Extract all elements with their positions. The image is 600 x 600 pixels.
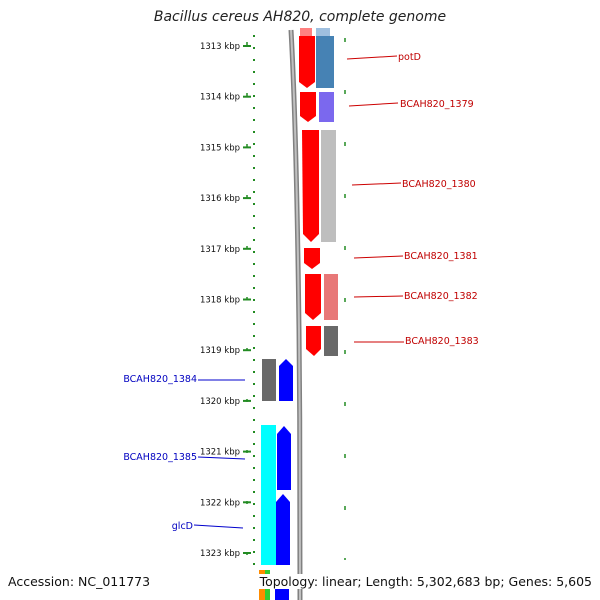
kbp-ruler: 1313 kbp 1314 kbp 1315 kbp 1316 kbp 1317 kbp…: [200, 42, 251, 559]
ruler-tick-label: 1321 kbp: [200, 448, 240, 458]
gene-BCAH820_1384[interactable]: [262, 359, 293, 401]
gene-BCAH820_1383[interactable]: [306, 326, 338, 356]
label-BCAH820_1379[interactable]: BCAH820_1379: [400, 99, 474, 110]
label-BCAH820_1384[interactable]: BCAH820_1384: [123, 374, 197, 385]
gene-potD[interactable]: [299, 28, 334, 88]
gene-BCAH820_1385[interactable]: [261, 425, 291, 565]
accession-text: Accession: NC_011773: [8, 574, 151, 589]
ruler-tick-label: 1318 kbp: [200, 296, 240, 306]
ruler-tick-label: 1320 kbp: [200, 397, 240, 407]
ruler-tick-label: 1316 kbp: [200, 194, 240, 204]
label-leaders: [193, 55, 404, 529]
ruler-tick-label: 1313 kbp: [200, 42, 240, 52]
dotted-guides: [246, 35, 346, 568]
label-potD[interactable]: potD: [398, 52, 421, 63]
genome-title: Bacillus cereus AH820, complete genome: [153, 9, 447, 25]
ruler-tick-label: 1319 kbp: [200, 346, 240, 356]
genome-backbone: [288, 29, 303, 600]
ruler-tick-label: 1314 kbp: [200, 93, 240, 103]
gene-BCAH820_1379[interactable]: [300, 92, 334, 122]
gene-glcD[interactable]: [276, 494, 290, 565]
label-BCAH820_1380[interactable]: BCAH820_1380: [402, 179, 476, 190]
gene-BCAH820_1381[interactable]: [304, 248, 320, 269]
label-BCAH820_1382[interactable]: BCAH820_1382: [404, 291, 478, 302]
ruler-tick-label: 1322 kbp: [200, 498, 240, 508]
label-BCAH820_1385[interactable]: BCAH820_1385: [123, 452, 197, 463]
ruler-tick-label: 1323 kbp: [200, 549, 240, 559]
label-BCAH820_1381[interactable]: BCAH820_1381: [404, 251, 478, 262]
ruler-tick-label: 1317 kbp: [200, 245, 240, 255]
gene-BCAH820_1382[interactable]: [305, 274, 338, 320]
topology-summary: Topology: linear; Length: 5,302,683 bp; …: [257, 574, 592, 589]
label-BCAH820_1383[interactable]: BCAH820_1383: [405, 336, 479, 347]
label-glcD[interactable]: glcD: [172, 521, 193, 532]
gene-BCAH820_1380[interactable]: [302, 130, 336, 242]
ruler-tick-label: 1315 kbp: [200, 143, 240, 153]
